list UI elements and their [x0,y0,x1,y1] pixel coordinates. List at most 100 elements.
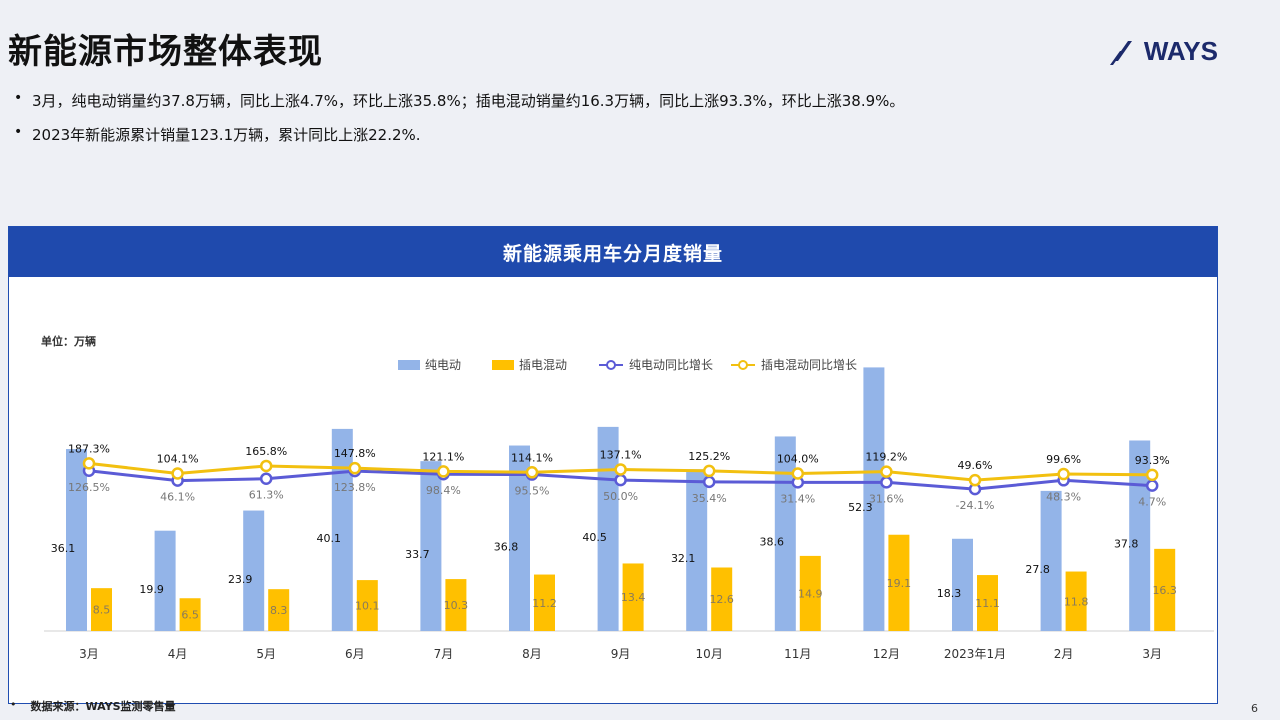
bar-phev [799,555,821,631]
legend-swatch [492,360,514,370]
bar-phev [445,579,467,631]
logo-text: WAYS [1143,36,1218,66]
bar-bev [243,510,265,631]
phev-yoy-point [880,465,893,478]
phev-yoy-point [82,457,96,470]
bullet-item: • 3月，纯电动销量约37.8万辆，同比上涨4.7%，环比上涨35.8%；插电混… [14,90,904,124]
phev-yoy-label: 93.3% [1135,454,1170,467]
data-label-phev: 11.8 [1064,595,1089,608]
footer: • 数据来源：WAYS监测零售量 [10,698,176,714]
bev-yoy-label: 50.0% [603,490,638,503]
phev-yoy-point [968,473,982,487]
phev-yoy-label: 147.8% [334,447,376,460]
bev-yoy-label: 31.6% [869,492,904,505]
data-label-bev: 32.1 [671,552,696,565]
summary-bullets: • 3月，纯电动销量约37.8万辆，同比上涨4.7%，环比上涨35.8%；插电混… [14,90,904,158]
bar-bev [509,445,530,631]
bev-yoy-label: -24.1% [956,499,995,512]
data-label-phev: 8.5 [93,604,111,617]
phev-yoy-point [1057,467,1070,481]
x-tick-label: 5月 [256,647,276,661]
bar-phev [91,588,112,631]
data-label-phev: 11.1 [975,597,1000,610]
legend-marker [606,360,616,370]
x-tick-label: 7月 [434,647,454,661]
bullet-text: 2023年新能源累计销量123.1万辆，累计同比上涨22.2%. [32,126,421,144]
bev-yoy-label: 126.5% [68,481,110,494]
bullet-dot: • [14,124,23,140]
data-label-phev: 19.1 [887,577,912,590]
data-label-phev: 11.2 [532,597,557,610]
bev-yoy-point [614,473,627,487]
bar-phev [622,563,644,631]
bar-bev [1129,440,1151,631]
bar-phev [534,574,555,631]
legend-label: 纯电动 [425,358,461,372]
page-title: 新能源市场整体表现 [8,32,323,72]
phev-yoy-point [791,467,805,480]
bullet-dot: • [14,90,23,106]
legend-label: 插电混动 [519,358,567,372]
phev-yoy-label: 165.8% [245,445,287,458]
x-tick-label: 9月 [611,647,631,661]
bev-yoy-point [880,476,893,489]
bar-bev [66,449,87,631]
bev-yoy-label: 31.4% [780,492,815,505]
data-source: 数据来源：WAYS监测零售量 [30,700,176,713]
legend-swatch [398,360,420,370]
data-label-phev: 10.1 [355,600,380,613]
x-tick-label: 11月 [784,647,811,661]
x-tick-label: 2月 [1054,647,1074,661]
bev-yoy-label: 98.4% [426,484,461,497]
bar-bev [952,538,973,631]
footer-bullet: • [10,698,17,711]
page-number: 6 [1251,702,1258,715]
legend-marker [738,360,748,370]
data-label-phev: 12.6 [709,593,734,606]
bar-phev [179,598,201,631]
bar-phev [1065,571,1087,631]
phev-yoy-label: 104.0% [777,453,819,466]
phev-yoy-label: 187.3% [68,442,110,455]
phev-yoy-point [614,463,627,476]
phev-yoy-label: 49.6% [958,459,993,472]
phev-yoy-point [259,459,273,473]
phev-yoy-point [348,461,362,475]
x-tick-label: 8月 [522,647,542,661]
data-label-bev: 38.6 [760,536,785,549]
phev-yoy-point [171,467,184,480]
bev-yoy-label: 61.3% [249,489,284,502]
bev-yoy-label: 123.8% [334,481,376,494]
unit-label: 单位：万辆 [41,334,96,348]
legend-label: 纯电动同比增长 [629,358,713,372]
bev-yoy-label: 4.7% [1138,496,1166,509]
chart-panel: 新能源乘用车分月度销量 单位：万辆 纯电动 插电混动 纯电动同比增长 插电混动同比增长 3… [8,226,1218,704]
data-label-phev: 16.3 [1152,584,1177,597]
bev-yoy-label: 95.5% [515,485,550,498]
data-label-bev: 37.8 [1114,538,1139,551]
ways-logo-mark-icon [1109,40,1132,65]
bar-bev [774,436,796,631]
x-tick-label: 10月 [696,647,723,661]
bar-phev [356,580,378,631]
phev-yoy-label: 137.1% [600,448,642,461]
bev-yoy-label: 48.3% [1046,490,1081,503]
bar-phev [888,534,910,631]
data-label-bev: 36.1 [51,542,76,555]
bev-yoy-point [259,472,273,485]
bev-yoy-label: 35.4% [692,492,727,505]
x-tick-label: 2023年1月 [944,647,1006,661]
bar-bev [420,461,442,631]
bar-bev [331,428,353,631]
x-tick-label: 4月 [168,647,188,661]
bev-yoy-point [702,475,716,489]
x-tick-label: 3月 [1142,647,1162,661]
bar-phev [977,575,998,631]
phev-yoy-label: 125.2% [688,450,730,463]
data-label-phev: 13.4 [621,591,646,604]
phev-yoy-label: 121.1% [422,450,464,463]
data-label-bev: 52.3 [848,501,873,514]
phev-yoy-point [1145,468,1159,482]
data-label-phev: 6.5 [181,609,199,622]
